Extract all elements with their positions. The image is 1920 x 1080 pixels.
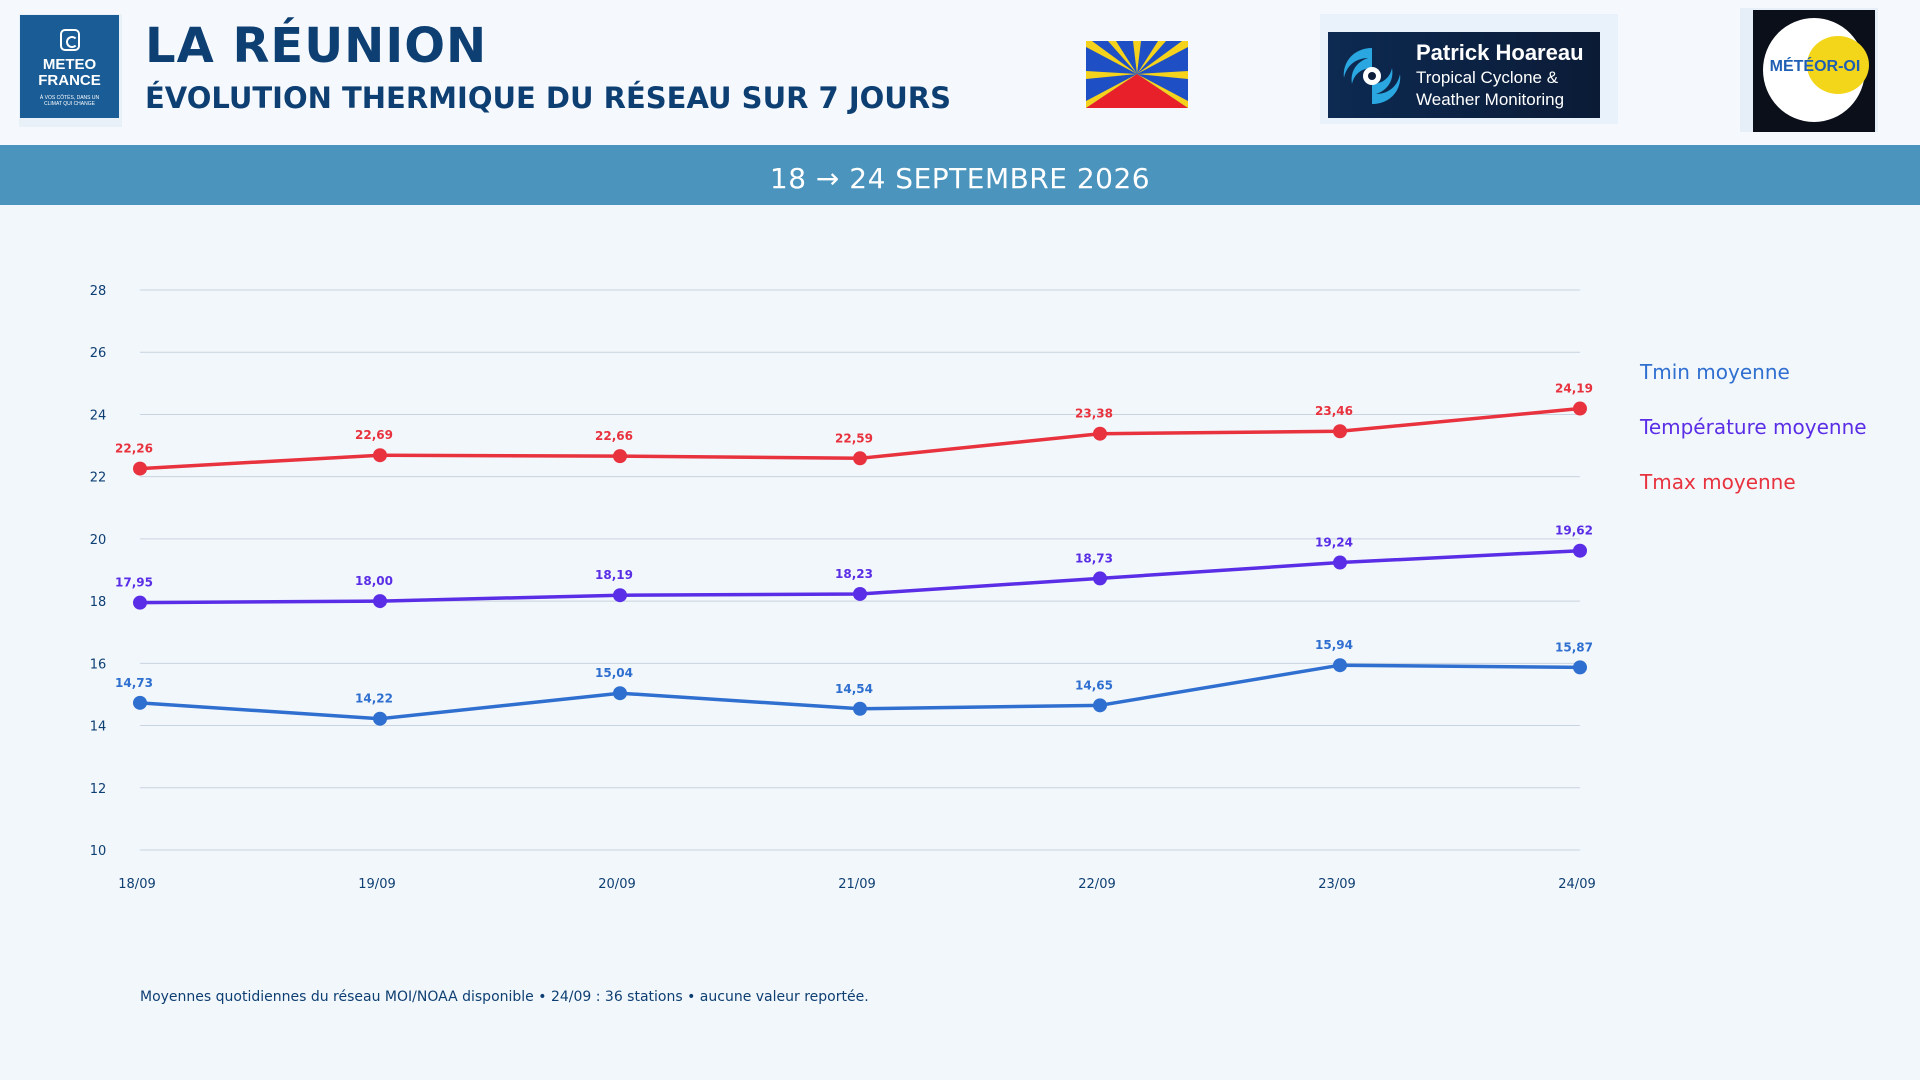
- data-point-tmax: [1093, 426, 1107, 441]
- data-point-tmin: [1093, 698, 1107, 713]
- data-point-tmax: [1333, 424, 1347, 439]
- data-label-tmoy: 18,23: [835, 567, 873, 581]
- meteo-oi-logo: MÉTÉOR-OI: [1740, 8, 1878, 132]
- sun-icon: [1807, 36, 1869, 94]
- legend-item-tmax: Tmax moyenne: [1640, 470, 1796, 494]
- logo-text: METEO: [42, 56, 97, 73]
- x-tick-label: 18/09: [118, 877, 155, 892]
- y-tick-label: 26: [90, 346, 107, 361]
- logo-tagline: À VOS CÔTÉS, DANS UN CLIMAT QUI CHANGE: [39, 95, 100, 107]
- data-label-tmax: 22,59: [835, 431, 873, 445]
- data-label-tmoy: 18,73: [1075, 551, 1113, 565]
- data-point-tmin: [373, 711, 387, 726]
- data-point-tmax: [1573, 401, 1587, 416]
- data-point-tmin: [1573, 660, 1587, 675]
- x-tick-label: 24/09: [1558, 877, 1595, 892]
- data-label-tmin: 14,54: [835, 682, 873, 696]
- patrick-hoareau-logo: Patrick Hoareau Tropical Cyclone & Weath…: [1320, 14, 1618, 124]
- data-point-tmin: [613, 686, 627, 701]
- data-label-tmoy: 18,00: [355, 574, 393, 588]
- y-tick-label: 20: [90, 533, 107, 548]
- y-tick-label: 24: [90, 408, 107, 423]
- logo-text: Tropical Cyclone &: [1416, 68, 1559, 87]
- data-label-tmoy: 18,19: [595, 568, 633, 582]
- y-tick-label: 18: [90, 595, 107, 610]
- data-label-tmin: 15,04: [595, 666, 633, 680]
- data-label-tmin: 15,87: [1555, 640, 1593, 654]
- y-tick-label: 10: [90, 844, 107, 859]
- data-point-tmoy: [1333, 555, 1347, 570]
- y-tick-label: 14: [90, 720, 107, 735]
- data-label-tmin: 14,22: [355, 692, 393, 706]
- logo-text: MÉTÉOR-OI: [1769, 58, 1861, 75]
- data-point-tmoy: [133, 595, 147, 610]
- legend-item-tmin: Tmin moyenne: [1640, 360, 1790, 384]
- logo-text: Weather Monitoring: [1416, 90, 1565, 109]
- data-label-tmax: 23,46: [1315, 404, 1353, 418]
- x-tick-label: 22/09: [1078, 877, 1115, 892]
- data-point-tmax: [133, 461, 147, 476]
- y-tick-label: 28: [90, 284, 107, 299]
- data-label-tmax: 22,26: [115, 442, 153, 456]
- legend-item-tmoy: Température moyenne: [1640, 415, 1867, 439]
- data-point-tmin: [1333, 658, 1347, 673]
- data-label-tmin: 14,73: [115, 676, 153, 690]
- data-point-tmoy: [373, 594, 387, 609]
- data-point-tmax: [613, 449, 627, 464]
- data-label-tmax: 24,19: [1555, 382, 1593, 396]
- data-label-tmoy: 17,95: [115, 576, 153, 590]
- data-label-tmoy: 19,24: [1315, 536, 1353, 550]
- data-label-tmin: 14,65: [1075, 678, 1113, 692]
- footnote: Moyennes quotidiennes du réseau MOI/NOAA…: [140, 989, 869, 1005]
- data-point-tmoy: [853, 586, 867, 601]
- data-point-tmax: [373, 448, 387, 463]
- x-tick-label: 19/09: [358, 877, 395, 892]
- y-tick-label: 16: [90, 657, 107, 672]
- meteo-france-logo: METEO FRANCE À VOS CÔTÉS, DANS UN CLIMAT…: [19, 14, 122, 127]
- date-range: 18 → 24 SEPTEMBRE 2026: [769, 162, 1151, 195]
- data-label-tmax: 22,66: [595, 429, 633, 443]
- x-tick-label: 20/09: [598, 877, 635, 892]
- y-tick-label: 22: [90, 471, 107, 486]
- data-point-tmoy: [1093, 571, 1107, 586]
- logo-text: FRANCE: [38, 72, 101, 89]
- header: METEO FRANCE À VOS CÔTÉS, DANS UN CLIMAT…: [0, 0, 1920, 145]
- x-tick-label: 21/09: [838, 877, 875, 892]
- logo-text: Patrick Hoareau: [1416, 40, 1584, 65]
- data-label-tmoy: 19,62: [1555, 524, 1593, 538]
- data-point-tmin: [853, 701, 867, 716]
- data-label-tmin: 15,94: [1315, 638, 1353, 652]
- data-point-tmoy: [1573, 543, 1587, 558]
- data-point-tmin: [133, 695, 147, 710]
- x-tick-label: 23/09: [1318, 877, 1355, 892]
- page-title: LA RÉUNION: [145, 18, 488, 74]
- meteo-france-icon: [59, 29, 80, 51]
- data-point-tmoy: [613, 588, 627, 603]
- data-label-tmax: 23,38: [1075, 407, 1113, 421]
- y-tick-label: 12: [90, 782, 107, 797]
- data-point-tmax: [853, 451, 867, 466]
- date-band: [0, 145, 1920, 205]
- data-label-tmax: 22,69: [355, 428, 393, 442]
- cyclone-icon: [1343, 48, 1401, 104]
- page-subtitle: ÉVOLUTION THERMIQUE DU RÉSEAU SUR 7 JOUR…: [145, 81, 952, 115]
- reunion-flag-icon: [1086, 41, 1188, 108]
